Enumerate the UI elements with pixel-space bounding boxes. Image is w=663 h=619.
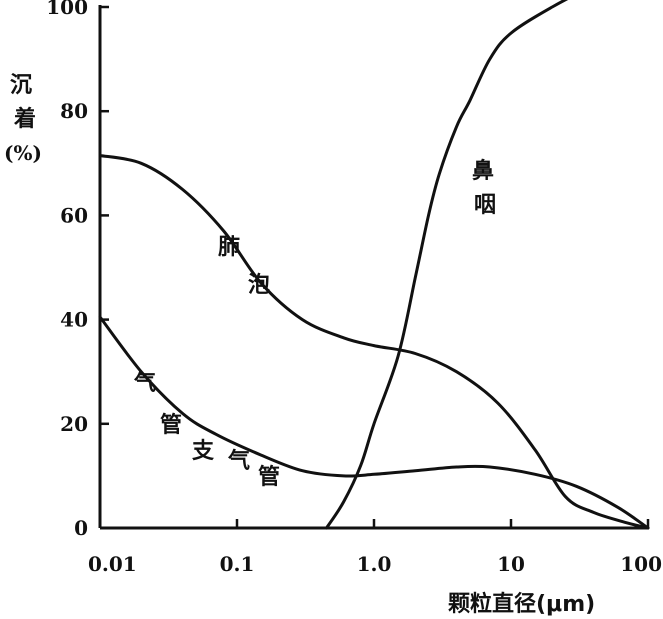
nasopharyngeal-label-char-1: 鼻 bbox=[472, 158, 494, 184]
tracheobronchial-label-char-4: 气 bbox=[227, 448, 250, 474]
x-tick-label-3: 10 bbox=[497, 552, 525, 576]
tracheobronchial-label-char-3: 支 bbox=[192, 439, 215, 464]
text-labels: 沉 着 (%) 颗粒直径(μm) bbox=[4, 73, 595, 617]
tracheobronchial-label-char-5: 管 bbox=[258, 464, 280, 490]
axes bbox=[98, 5, 648, 530]
y-axis-label-unit: (%) bbox=[4, 141, 42, 165]
y-axis-label-char-1: 沉 bbox=[10, 73, 32, 98]
y-axis-label-char-2: 着 bbox=[13, 106, 36, 132]
y-tick-label-2: 40 bbox=[60, 308, 88, 332]
y-tick-label-1: 20 bbox=[60, 412, 88, 436]
x-tick-label-0: 0.01 bbox=[88, 552, 137, 576]
axis-ticks: 0 20 40 60 80 100 0.01 0.1 1.0 10 100 bbox=[46, 0, 662, 576]
series-curves bbox=[98, 0, 650, 530]
tracheobronchial-label-char-2: 管 bbox=[160, 412, 182, 438]
x-tick-label-4: 100 bbox=[620, 552, 662, 576]
x-tick-label-2: 1.0 bbox=[357, 552, 392, 576]
alveolar-label-char-1: 肺 bbox=[218, 235, 240, 260]
tracheobronchial-label-char-1: 气 bbox=[133, 370, 156, 396]
x-axis-label: 颗粒直径(μm) bbox=[448, 591, 595, 617]
y-tick-label-3: 60 bbox=[60, 203, 88, 227]
alveolar-label-char-2: 泡 bbox=[248, 272, 270, 298]
nasopharyngeal-label-char-2: 咽 bbox=[474, 193, 496, 218]
nasopharyngeal-curve bbox=[325, 0, 569, 530]
alveolar-curve bbox=[98, 154, 650, 530]
y-tick-label-5: 100 bbox=[46, 0, 88, 19]
y-tick-label-0: 0 bbox=[74, 516, 88, 540]
tracheobronchial-curve bbox=[98, 315, 650, 530]
x-tick-label-1: 0.1 bbox=[220, 552, 255, 576]
y-tick-label-4: 80 bbox=[60, 99, 88, 123]
